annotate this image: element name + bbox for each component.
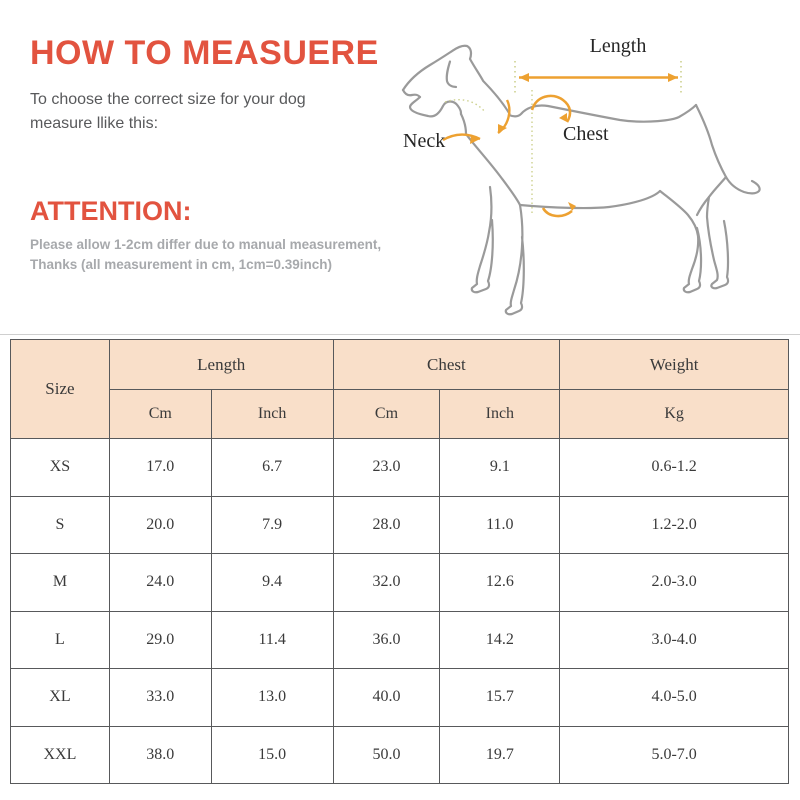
svg-text:Neck: Neck: [403, 130, 445, 152]
svg-text:Length: Length: [590, 35, 647, 57]
svg-text:Chest: Chest: [563, 123, 609, 145]
